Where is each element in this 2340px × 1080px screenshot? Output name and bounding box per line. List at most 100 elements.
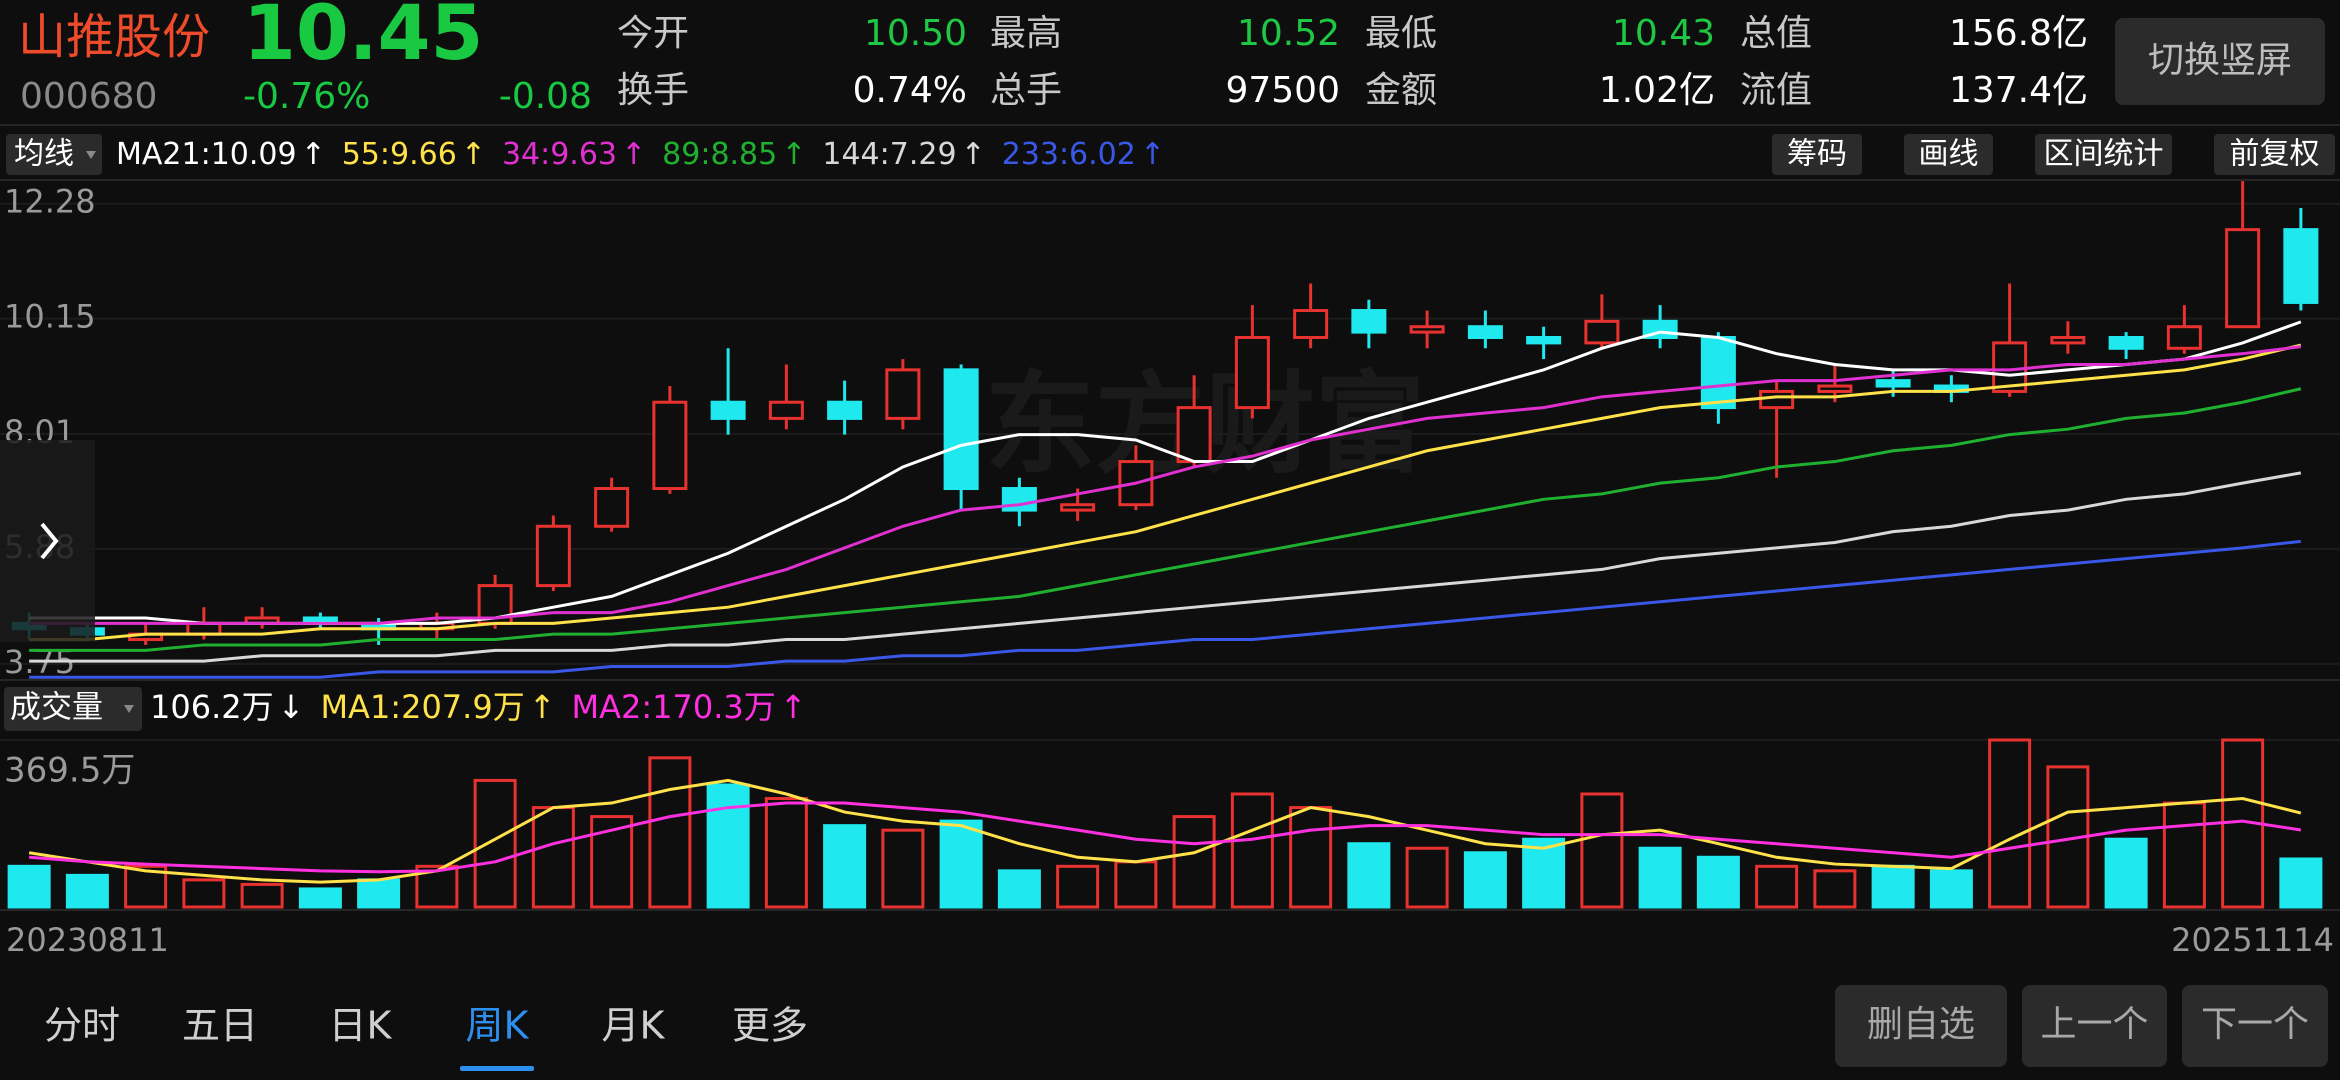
chevron-icon	[40, 522, 59, 560]
tab[interactable]: 日K	[329, 1004, 393, 1048]
dropdown-icon	[86, 151, 96, 159]
toolbar-button[interactable]: 区间统计	[2035, 134, 2172, 175]
button-bg	[1904, 134, 1993, 175]
volume-bar	[1522, 837, 1566, 909]
ma-button[interactable]: 均线	[6, 134, 102, 175]
start-date: 20230811	[6, 921, 169, 959]
button-bg	[6, 134, 102, 175]
footer-button[interactable]: 上一个	[2022, 985, 2167, 1067]
volume-bar	[1463, 851, 1507, 909]
tab[interactable]: 分时	[44, 1004, 120, 1048]
candle-body	[535, 524, 571, 588]
legend-arrow: ↑	[1140, 137, 1165, 172]
dropdown-icon	[124, 705, 134, 713]
volume-bar	[1988, 738, 2032, 909]
stock-name: 山推股份	[18, 9, 210, 65]
candle-body	[1060, 503, 1096, 512]
candle-body	[594, 487, 630, 528]
candle-body	[1759, 389, 1795, 410]
ma-line	[29, 343, 2302, 642]
legend-label: 34:9.63	[502, 137, 617, 172]
side-handle[interactable]	[0, 440, 95, 642]
stock-code: 000680	[20, 76, 157, 117]
tab[interactable]: 月K	[602, 1004, 666, 1048]
volume-button[interactable]: 成交量	[4, 687, 142, 731]
candle-body	[885, 368, 921, 420]
button-label: 下一个	[2201, 1004, 2309, 1045]
volume-bar	[1172, 815, 1216, 909]
volume-bar	[1289, 806, 1333, 909]
candle-body	[1409, 325, 1445, 334]
volume-bar	[65, 873, 109, 909]
candle-body	[2283, 228, 2319, 304]
volume-bar	[182, 878, 226, 909]
button-label: 画线	[1919, 137, 1979, 172]
volume-bar	[240, 882, 284, 909]
button-label: 筹码	[1787, 137, 1847, 172]
toolbar-button[interactable]: 画线	[1904, 134, 1993, 175]
legend-arrow: ↓	[278, 688, 305, 726]
candle-body	[1118, 460, 1154, 507]
stat-label: 今开	[617, 13, 689, 54]
volume-bar	[823, 824, 867, 909]
candle-body	[2166, 325, 2202, 350]
candle-body	[1526, 335, 1562, 345]
price: 10.45	[243, 0, 483, 77]
tab[interactable]: 周K	[466, 1004, 530, 1048]
ma-line	[29, 345, 2302, 625]
change: -0.08	[499, 76, 592, 117]
handle-bg	[0, 440, 95, 642]
candle-body	[1293, 309, 1329, 339]
candle-body	[1234, 335, 1270, 410]
candle-body	[1817, 384, 1853, 393]
stat-value: 1.02亿	[1599, 70, 1715, 111]
button-label: 上一个	[2040, 1004, 2148, 1045]
tab[interactable]: 更多	[732, 1004, 808, 1048]
candle-body	[1351, 309, 1387, 334]
end-date: 20251114	[2171, 921, 2334, 959]
y-tick-label: 369.5万	[4, 751, 135, 791]
switch-button[interactable]: 切换竖屏	[2115, 18, 2325, 105]
legend-label: MA2:170.3万	[572, 688, 776, 726]
stat-value: 0.74%	[853, 70, 967, 111]
candle-body	[2108, 335, 2144, 350]
button-bg	[2022, 985, 2167, 1067]
footer-button[interactable]: 下一个	[2182, 985, 2328, 1067]
candle-body	[1584, 319, 1620, 345]
button-bg	[2035, 134, 2172, 175]
candle-body	[1700, 335, 1736, 410]
y-tick-label: 12.28	[4, 183, 96, 221]
volume-bar	[1347, 842, 1391, 909]
ma-line	[29, 539, 2302, 679]
legend-label: 233:6.02	[1002, 137, 1136, 172]
legend-label: 89:8.85	[662, 137, 777, 172]
candle-body	[186, 621, 222, 636]
legend-arrow: ↑	[961, 137, 986, 172]
legend-arrow: ↑	[781, 137, 806, 172]
button-label: 区间统计	[2044, 137, 2164, 172]
toolbar-button[interactable]: 前复权	[2214, 134, 2335, 175]
button-label: 均线	[14, 137, 74, 172]
volume-bar	[357, 878, 401, 909]
volume-bar	[1813, 869, 1857, 909]
volume-bar	[1114, 860, 1158, 909]
candle-body	[2050, 335, 2086, 345]
stat-label: 金额	[1365, 70, 1437, 111]
volume-bar	[2104, 837, 2148, 909]
volume-ma-line	[29, 801, 2302, 874]
volume-bar	[648, 756, 692, 909]
volume-bar	[7, 864, 51, 909]
candle-body	[827, 400, 863, 420]
y-tick-label: 10.15	[4, 298, 96, 336]
volume-bar	[1696, 855, 1740, 909]
candle-body	[710, 400, 746, 420]
button-bg	[4, 687, 142, 731]
tab-underline	[460, 1066, 534, 1071]
footer-button[interactable]: 删自选	[1835, 985, 2007, 1067]
volume-bar	[1929, 869, 1973, 909]
button-label: 成交量	[10, 690, 103, 726]
toolbar-button[interactable]: 筹码	[1772, 134, 1862, 175]
tab[interactable]: 五日	[182, 1004, 258, 1048]
volume-bar	[997, 869, 1041, 909]
